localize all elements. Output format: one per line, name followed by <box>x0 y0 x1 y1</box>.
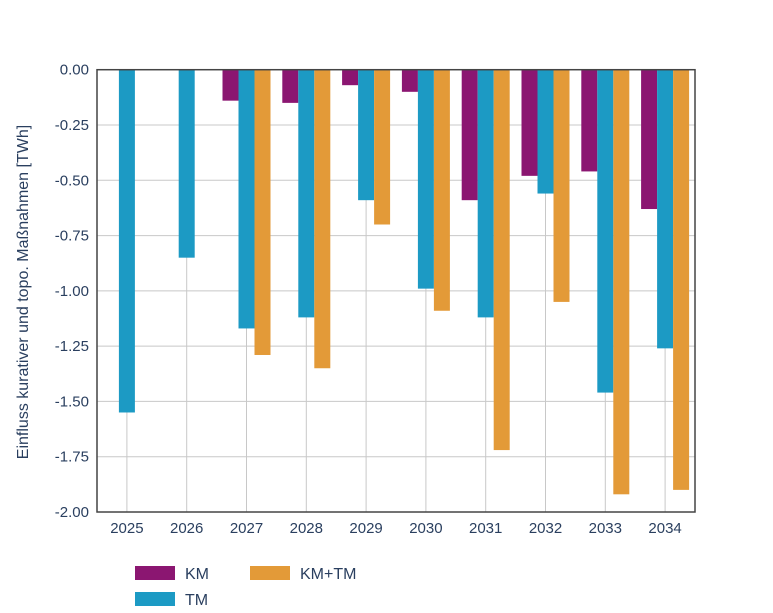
bar-km-tm-2028 <box>314 69 331 369</box>
plot-frame <box>96 68 696 513</box>
bar-tm-2033 <box>597 69 614 393</box>
bar-km-2033 <box>581 69 598 172</box>
y-tick-label: -0.50 <box>55 172 89 189</box>
x-tick-label: 2033 <box>589 520 622 537</box>
bar-tm-2030 <box>417 69 434 289</box>
x-tick-label: 2032 <box>529 520 562 537</box>
x-tick-label: 2026 <box>170 520 203 537</box>
y-tick-label: 0.00 <box>60 62 89 79</box>
x-tick-label: 2029 <box>349 520 382 537</box>
bar-km-2028 <box>282 69 299 103</box>
bar-tm-2032 <box>537 69 554 194</box>
bar-km-2031 <box>461 69 478 201</box>
axes <box>96 68 696 513</box>
x-tick-label: 2031 <box>469 520 502 537</box>
bar-km-2030 <box>401 69 418 92</box>
x-tick-label: 2030 <box>409 520 442 537</box>
bar-tm-2029 <box>358 69 375 201</box>
y-tick-label: -1.50 <box>55 393 89 410</box>
x-tick-label: 2034 <box>648 520 681 537</box>
legend-swatch-1 <box>135 592 175 606</box>
y-tick-label: -1.00 <box>55 283 89 300</box>
bar-km-tm-2029 <box>374 69 391 225</box>
y-tick-label: -1.25 <box>55 338 89 355</box>
x-tick-label: 2027 <box>230 520 263 537</box>
y-axis-label: Einfluss kurativer und topo. Maßnahmen [… <box>15 125 32 459</box>
y-tick-label: -0.75 <box>55 228 89 245</box>
legend-swatch-2 <box>250 566 290 580</box>
legend-label: TM <box>185 592 208 608</box>
bar-tm-2028 <box>298 69 315 318</box>
bar-km-tm-2030 <box>433 69 450 311</box>
legend-swatch-0 <box>135 566 175 580</box>
bar-tm-2027 <box>238 69 255 329</box>
bar-km-2029 <box>342 69 359 86</box>
bar-tm-2031 <box>477 69 494 318</box>
bars <box>118 69 690 495</box>
legend-label: KM <box>185 566 209 583</box>
bar-km-tm-2032 <box>553 69 570 302</box>
x-tick-label: 2028 <box>290 520 323 537</box>
legend-label: KM+TM <box>300 566 356 583</box>
bar-tm-2026 <box>178 69 195 258</box>
y-tick-labels: 0.00 -0.25 -0.50 -0.75 -1.00 -1.25 -1.50 -1.75 -… <box>55 62 89 521</box>
legend: KM TM KM+TM <box>135 566 356 609</box>
x-tick-label: 2025 <box>110 520 143 537</box>
bar-tm-2034 <box>657 69 674 349</box>
bar-km-tm-2033 <box>613 69 630 495</box>
x-tick-labels: 2025 2026 2027 2028 2029 2030 2031 2032 2033 2034 <box>110 520 682 537</box>
y-tick-label: -1.75 <box>55 449 89 466</box>
bar-km-tm-2034 <box>673 69 690 490</box>
bar-km-2034 <box>641 69 658 210</box>
y-tick-label: -0.25 <box>55 117 89 134</box>
y-tick-label: -2.00 <box>55 504 89 521</box>
bar-km-tm-2031 <box>493 69 510 451</box>
bar-tm-2025 <box>118 69 135 413</box>
bar-km-tm-2027 <box>254 69 271 355</box>
bar-km-2027 <box>222 69 239 101</box>
bar-km-2032 <box>521 69 538 176</box>
